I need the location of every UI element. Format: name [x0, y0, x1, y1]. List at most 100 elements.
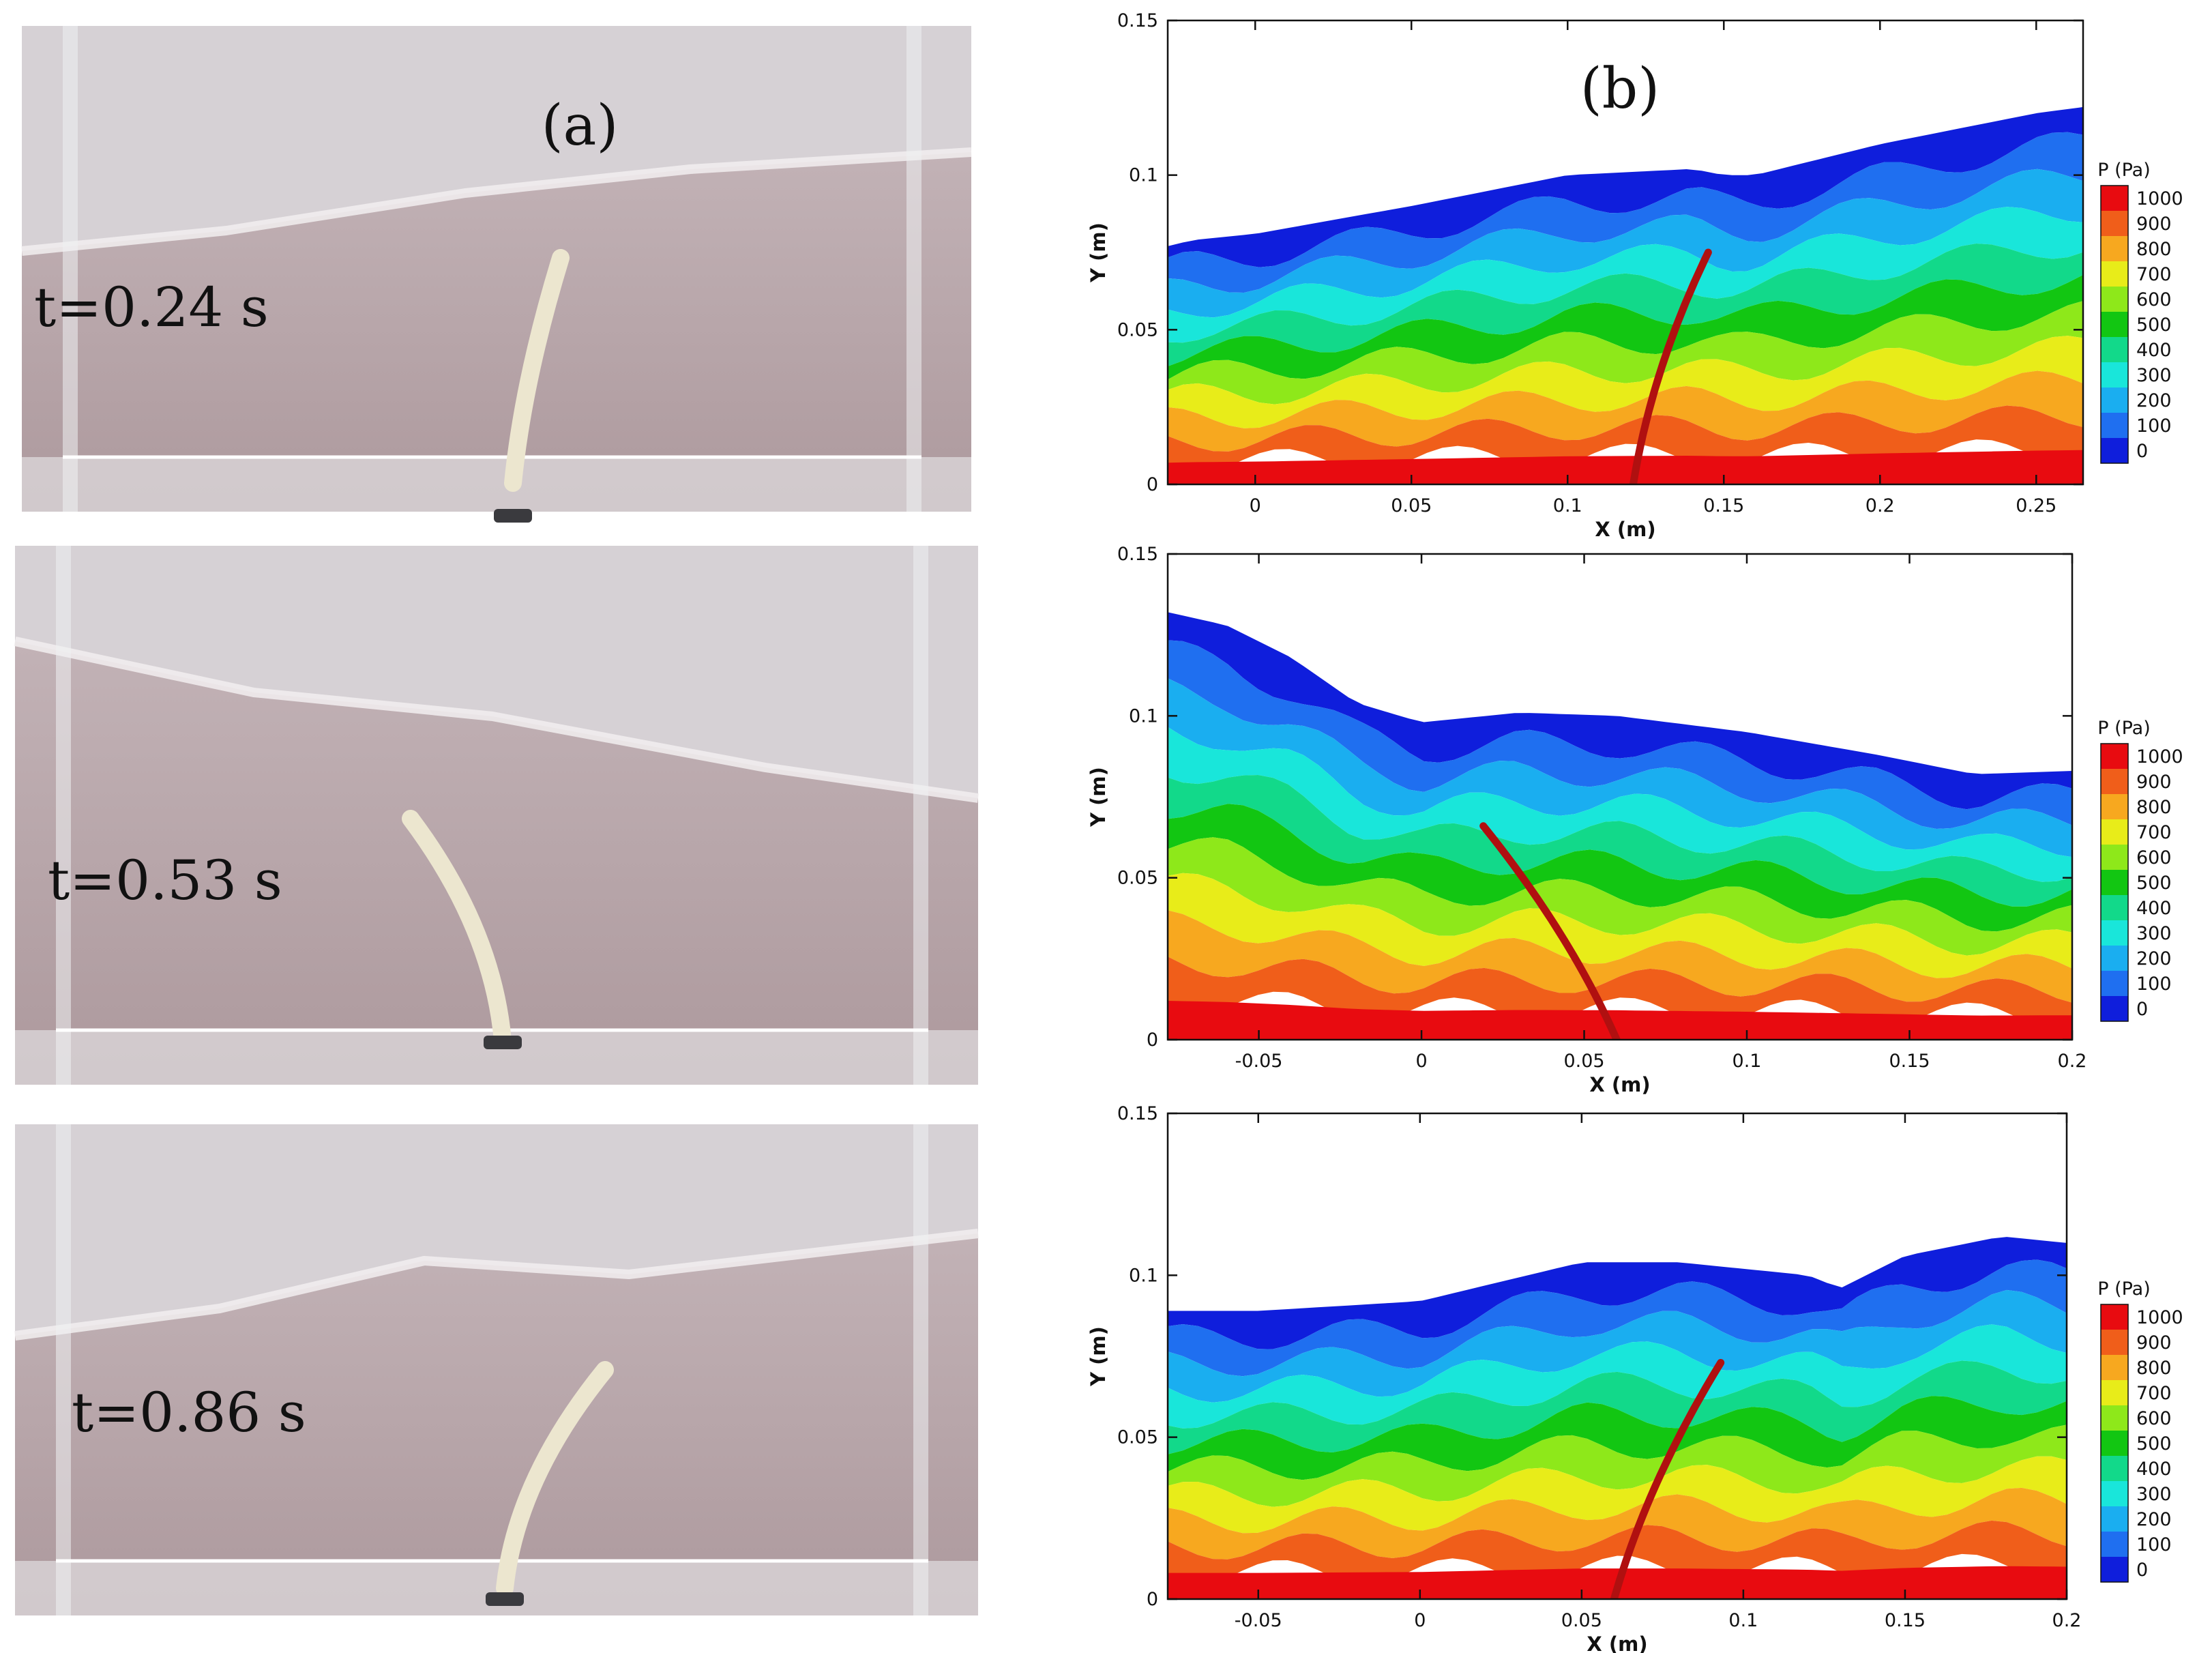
pressure-band-1 — [1168, 1259, 2067, 1377]
pressure-band-10 — [1168, 1001, 2072, 1040]
colorbar-label-8: 200 — [2136, 1509, 2172, 1530]
colorbar-frame — [2100, 185, 2129, 464]
x-tick-label-1: 0 — [1414, 1610, 1426, 1631]
colorbar-label-2: 800 — [2136, 797, 2172, 818]
elastic-plate — [496, 1361, 614, 1597]
x-tick-label-3: 0.1 — [1732, 1051, 1762, 1072]
plate-clamp — [494, 509, 532, 523]
time-label-1: t=0.24 s — [34, 276, 269, 339]
x-tick-label-5: 0.2 — [2052, 1610, 2082, 1631]
y-tick-label-0: 0 — [1147, 474, 1158, 495]
x-tick-label-4: 0.15 — [1885, 1610, 1926, 1631]
water-surface-line — [14, 1229, 979, 1341]
y-tick-label-0: 0 — [1147, 1029, 1158, 1051]
time-label-2: t=0.53 s — [48, 849, 282, 912]
pressure-band-7 — [1168, 873, 2072, 978]
colorbar-label-4: 600 — [2136, 847, 2172, 868]
pressure-band-5 — [1168, 1396, 2067, 1480]
pressure-band-0 — [1168, 612, 2072, 810]
colorbar-label-9: 100 — [2136, 415, 2172, 437]
pressure-band-8 — [1168, 370, 2083, 452]
colorbar-swatch-3 — [2101, 1380, 2128, 1405]
colorbar-label-4: 600 — [2136, 1408, 2172, 1429]
y-tick-label-2: 0.1 — [1129, 1265, 1158, 1286]
colorbar-label-10: 0 — [2136, 999, 2148, 1020]
x-tick-label-3: 0.1 — [1728, 1610, 1758, 1631]
y-tick-label-1: 0.05 — [1117, 319, 1158, 340]
colorbar-swatch-9 — [2101, 413, 2128, 438]
elastic-plate-sim — [1610, 1358, 1725, 1599]
tank-left-wall — [56, 1124, 71, 1615]
colorbar-frame — [2100, 743, 2129, 1022]
water-surface-line — [21, 147, 972, 256]
colorbar-swatch-9 — [2101, 1532, 2128, 1557]
colorbar-swatch-10 — [2101, 438, 2128, 463]
colorbar-swatch-1 — [2101, 211, 2128, 236]
pressure-band-4 — [1168, 1360, 2067, 1454]
pressure-band-1 — [1168, 132, 2083, 293]
colorbar-swatch-1 — [2101, 1330, 2128, 1355]
photo-frame-2 — [14, 546, 979, 1085]
colorbar-swatch-8 — [2101, 946, 2128, 971]
colorbar-label-1: 900 — [2136, 214, 2172, 235]
colorbar-label-4: 600 — [2136, 289, 2172, 310]
plate-clamp — [486, 1592, 524, 1606]
colorbar-label-8: 200 — [2136, 390, 2172, 411]
panel-a-label: (a) — [542, 93, 619, 158]
x-axis-label: X (m) — [1587, 1633, 1647, 1653]
colorbar-swatch-0 — [2101, 1304, 2128, 1330]
colorbar-label-2: 800 — [2136, 239, 2172, 260]
colorbar-swatch-6 — [2101, 895, 2128, 920]
pressure-band-0 — [1168, 106, 2083, 267]
colorbar-swatch-2 — [2101, 1355, 2128, 1380]
y-tick-label-1: 0.05 — [1117, 1427, 1158, 1448]
y-tick-label-2: 0.1 — [1129, 705, 1158, 727]
pressure-band-3 — [1168, 207, 2083, 343]
pressure-band-2 — [1168, 678, 2072, 858]
x-tick-label-1: 0 — [1415, 1051, 1427, 1072]
elastic-plate — [402, 810, 512, 1049]
tank-water-region — [15, 641, 978, 1085]
colorbar-label-9: 100 — [2136, 974, 2172, 995]
plot-frame — [1166, 553, 2074, 1041]
time-label-3: t=0.86 s — [72, 1381, 306, 1444]
colorbar-swatch-4 — [2101, 1405, 2128, 1431]
colorbar-label-10: 0 — [2136, 1560, 2148, 1581]
colorbar-swatch-3 — [2101, 819, 2128, 845]
y-axis-label: Y (m) — [1087, 767, 1110, 828]
colorbar-label-6: 400 — [2136, 340, 2172, 361]
colorbar-swatch-7 — [2101, 362, 2128, 387]
x-tick-label-0: -0.05 — [1235, 1610, 1282, 1631]
colorbar-swatch-10 — [2101, 1557, 2128, 1582]
colorbar-label-0: 1000 — [2136, 188, 2183, 209]
pressure-band-10 — [1168, 450, 2083, 484]
pressure-band-6 — [1168, 1424, 2067, 1507]
colorbar-label-5: 500 — [2136, 1433, 2172, 1454]
x-tick-label-2: 0.05 — [1563, 1051, 1604, 1072]
colorbar-label-5: 500 — [2136, 873, 2172, 894]
y-tick-label-0: 0 — [1147, 1589, 1158, 1610]
x-tick-label-4: 0.15 — [1889, 1051, 1930, 1072]
y-tick-label-3: 0.15 — [1117, 10, 1158, 31]
colorbar-swatch-4 — [2101, 845, 2128, 870]
tank-water-region — [22, 152, 971, 512]
tank-right-wall — [906, 26, 921, 512]
pressure-band-4 — [1168, 244, 2083, 366]
colorbar-swatch-4 — [2101, 287, 2128, 312]
pressure-plot-2: -0.05 0 0.05 0.1 0.15 0.2 0 0.05 0.1 0.15 X (m) Y (… — [1087, 544, 2183, 1096]
colorbar-title: P (Pa) — [2097, 160, 2151, 181]
colorbar-label-7: 300 — [2136, 1484, 2172, 1505]
colorbar-swatch-5 — [2101, 1431, 2128, 1456]
x-tick-label-3: 0.15 — [1703, 495, 1744, 516]
colorbar-swatch-5 — [2101, 312, 2128, 337]
x-tick-label-0: 0 — [1250, 495, 1261, 516]
x-axis-label: X (m) — [1595, 518, 1655, 541]
x-tick-label-2: 0.1 — [1553, 495, 1582, 516]
pressure-band-3 — [1168, 727, 2072, 882]
colorbar-label-10: 0 — [2136, 441, 2148, 462]
colorbar-swatch-10 — [2101, 996, 2128, 1021]
colorbar-title: P (Pa) — [2097, 718, 2151, 739]
colorbar-label-0: 1000 — [2136, 746, 2183, 767]
colorbar-label-9: 100 — [2136, 1534, 2172, 1555]
x-tick-label-5: 0.2 — [2058, 1051, 2087, 1072]
